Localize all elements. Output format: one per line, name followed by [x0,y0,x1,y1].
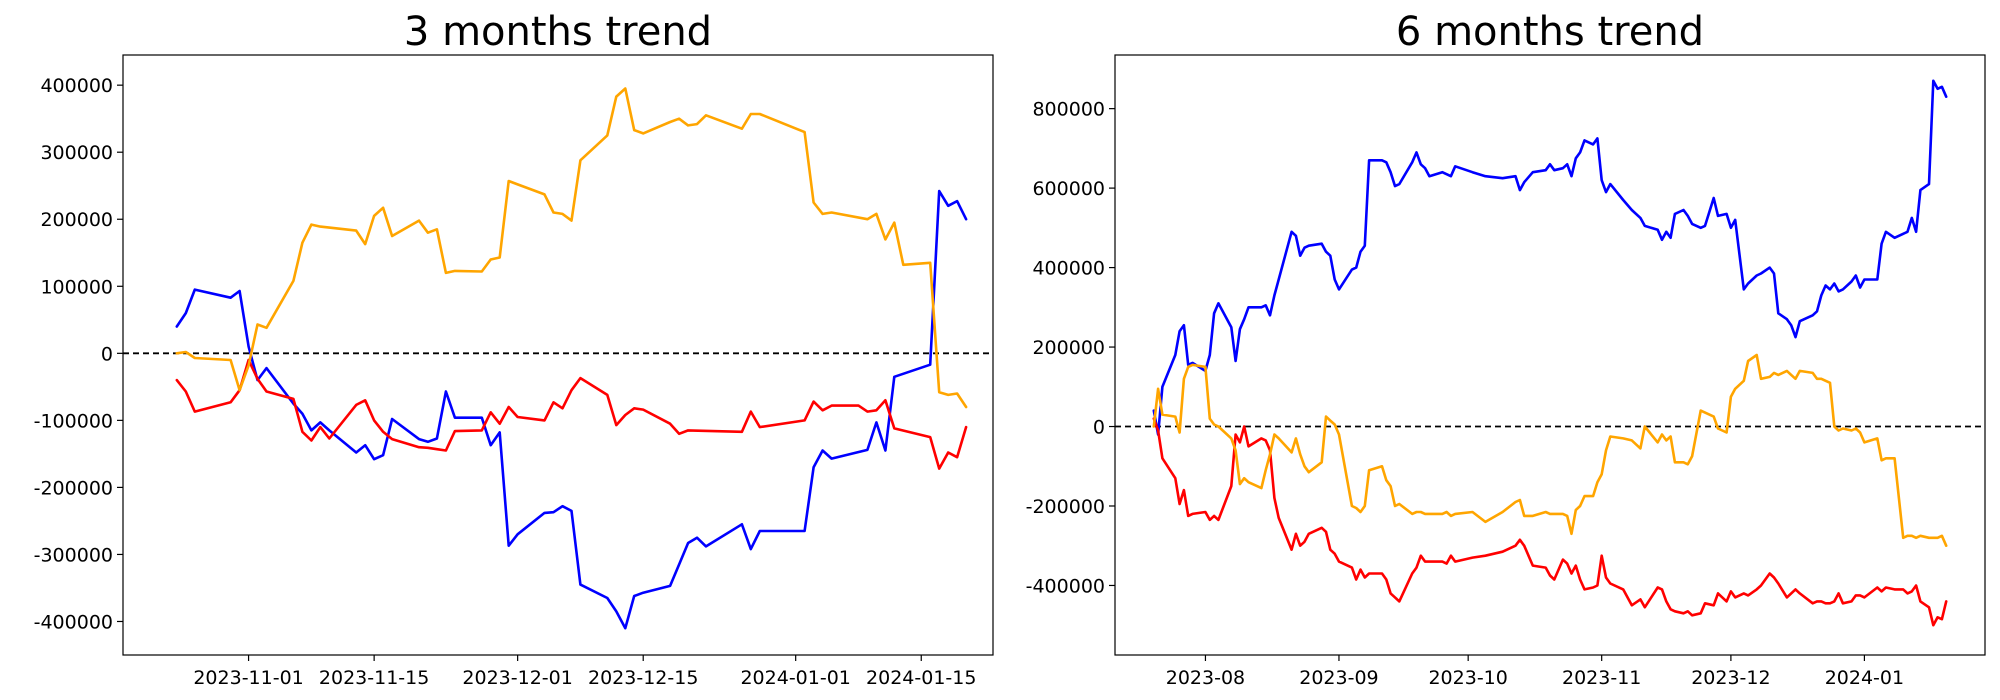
series-group [175,87,968,630]
y-tick-label: -200000 [1026,496,1105,518]
y-tick-label: 800000 [1032,99,1105,121]
x-tick-label: 2023-12-01 [462,667,572,689]
series-line-2 [175,358,968,470]
y-tick-label: -400000 [1026,575,1105,597]
y-tick-label: 200000 [40,209,113,231]
y-tick-label: -400000 [34,611,113,633]
x-tick-label: 2023-11-15 [319,667,429,689]
series-line-3 [1152,353,1948,548]
series-line-2 [1152,417,1948,627]
y-tick-label: 200000 [1032,337,1105,359]
series-line-3 [175,87,968,409]
x-tick-label: 2023-10 [1428,667,1507,689]
x-tick-label: 2024-01-15 [866,667,976,689]
y-tick-label: 300000 [40,142,113,164]
chart-3-months: 3 months trend -400000 -300000 -200000 -100… [34,9,994,689]
x-tick-label: 2023-08 [1166,667,1245,689]
chart-title: 3 months trend [404,9,712,55]
y-tick-label: -200000 [34,477,113,499]
x-tick-label: 2024-01 [1825,667,1904,689]
plot-area: -400000 -200000 0 200000 400000 600000 800000 2… [1026,54,1986,689]
chart-6-months: 6 months trend -400000 -200000 0 200000 4000… [1026,9,1986,689]
axes-frame [1114,54,1986,656]
x-tick-label: 2023-12-15 [588,667,698,689]
y-tick-label: 600000 [1032,178,1105,200]
x-tick-label: 2023-11 [1562,667,1641,689]
y-tick-label: 400000 [40,75,113,97]
series-line-1 [175,189,968,630]
series-group [1152,79,1948,627]
y-tick-label: 400000 [1032,258,1105,280]
series-line-1 [1152,79,1948,436]
x-tick-label: 2024-01-01 [740,667,850,689]
y-tick-label: 0 [101,343,113,365]
plot-area: -400000 -300000 -200000 -100000 0 100000 20000… [34,54,994,689]
y-tick-label: -300000 [34,544,113,566]
y-tick-label: -100000 [34,410,113,432]
chart-title: 6 months trend [1396,9,1704,55]
y-tick-label: 100000 [40,276,113,298]
x-tick-label: 2023-12 [1691,667,1770,689]
axes-frame [122,54,994,656]
x-tick-label: 2023-11-01 [193,667,303,689]
y-tick-label: 0 [1093,417,1105,439]
x-tick-label: 2023-09 [1299,667,1378,689]
